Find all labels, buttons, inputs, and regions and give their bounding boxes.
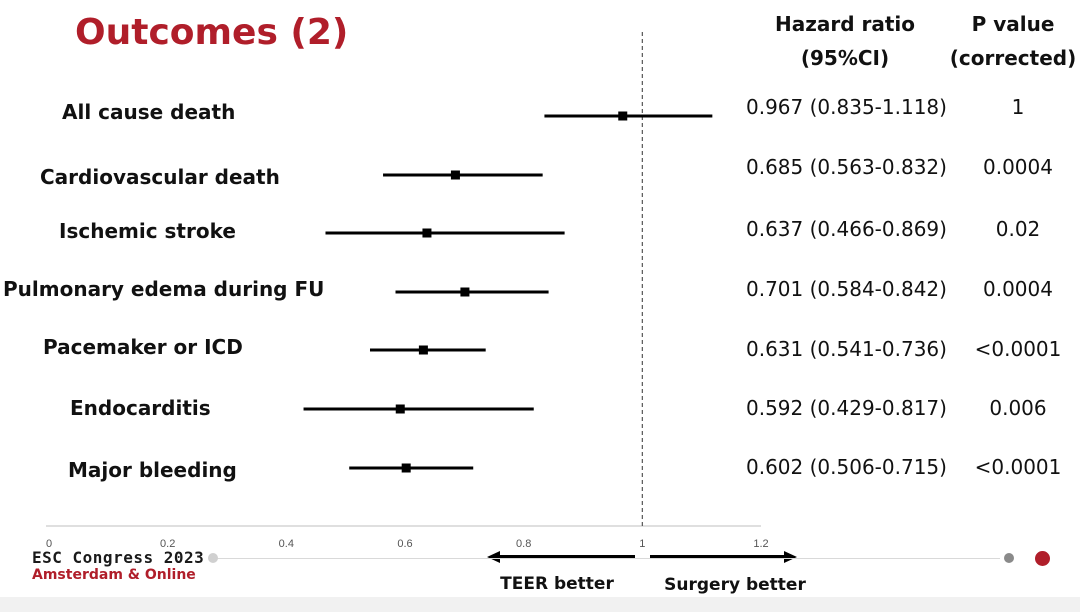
outcome-label: All cause death xyxy=(62,100,236,124)
surgery-better-label: Surgery better xyxy=(664,575,806,595)
p-value: 0.0004 xyxy=(983,277,1053,301)
point-estimate xyxy=(618,111,628,121)
footer-divider xyxy=(210,558,1000,559)
slide-title: Outcomes (2) xyxy=(75,12,349,53)
outcome-label: Pacemaker or ICD xyxy=(43,335,243,359)
x-tick-label: 1 xyxy=(639,538,645,550)
hazard-ratio-value: 0.631 (0.541-0.736) xyxy=(746,337,947,361)
congress-name: ESC Congress 2023 xyxy=(32,548,205,567)
light-dot-icon xyxy=(208,553,218,563)
outcome-label: Cardiovascular death xyxy=(40,165,280,189)
x-tick-label: 0.8 xyxy=(516,538,531,550)
hazard-ratio-value: 0.701 (0.584-0.842) xyxy=(746,277,947,301)
congress-location: Amsterdam & Online xyxy=(32,567,196,583)
outcome-label: Pulmonary edema during FU xyxy=(3,277,325,301)
surgery-arrow-head xyxy=(784,551,797,563)
point-estimate xyxy=(395,404,405,414)
p-value: 0.006 xyxy=(989,396,1047,420)
p-value: 1 xyxy=(1011,95,1025,119)
outcome-label: Endocarditis xyxy=(70,396,211,420)
hazard-ratio-value: 0.637 (0.466-0.869) xyxy=(746,217,947,241)
point-estimate xyxy=(422,228,432,238)
p-value: 0.0004 xyxy=(983,155,1053,179)
hr-column-header: Hazard ratio (95%CI) xyxy=(760,7,930,75)
point-estimate xyxy=(460,287,470,297)
hr-header-line2: (95%CI) xyxy=(800,46,890,70)
p-value: <0.0001 xyxy=(974,455,1062,479)
bottom-strip xyxy=(0,597,1080,612)
p-value: <0.0001 xyxy=(974,337,1062,361)
x-tick-label: 1.2 xyxy=(753,538,768,550)
point-estimate xyxy=(418,345,428,355)
grey-dot-icon xyxy=(1004,553,1014,563)
outcome-label: Ischemic stroke xyxy=(59,219,236,243)
hazard-ratio-value: 0.592 (0.429-0.817) xyxy=(746,396,947,420)
hazard-ratio-value: 0.602 (0.506-0.715) xyxy=(746,455,947,479)
hazard-ratio-value: 0.685 (0.563-0.832) xyxy=(746,155,947,179)
p-header-line1: P value xyxy=(971,12,1055,36)
x-tick-label: 0.4 xyxy=(279,538,294,550)
x-tick-label: 0.2 xyxy=(160,538,175,550)
teer-better-label: TEER better xyxy=(500,574,614,594)
teer-arrow-head xyxy=(487,551,500,563)
point-estimate xyxy=(401,463,411,473)
hazard-ratio-value: 0.967 (0.835-1.118) xyxy=(746,95,947,119)
x-tick-label: 0.6 xyxy=(397,538,412,550)
x-tick-label: 0 xyxy=(46,538,52,550)
red-dot-icon xyxy=(1035,551,1050,566)
p-column-header: P value (corrected) xyxy=(948,7,1078,75)
p-header-line2: (corrected) xyxy=(949,46,1077,70)
outcome-label: Major bleeding xyxy=(68,458,237,482)
hr-header-line1: Hazard ratio xyxy=(774,12,916,36)
p-value: 0.02 xyxy=(995,217,1041,241)
point-estimate xyxy=(450,170,460,180)
